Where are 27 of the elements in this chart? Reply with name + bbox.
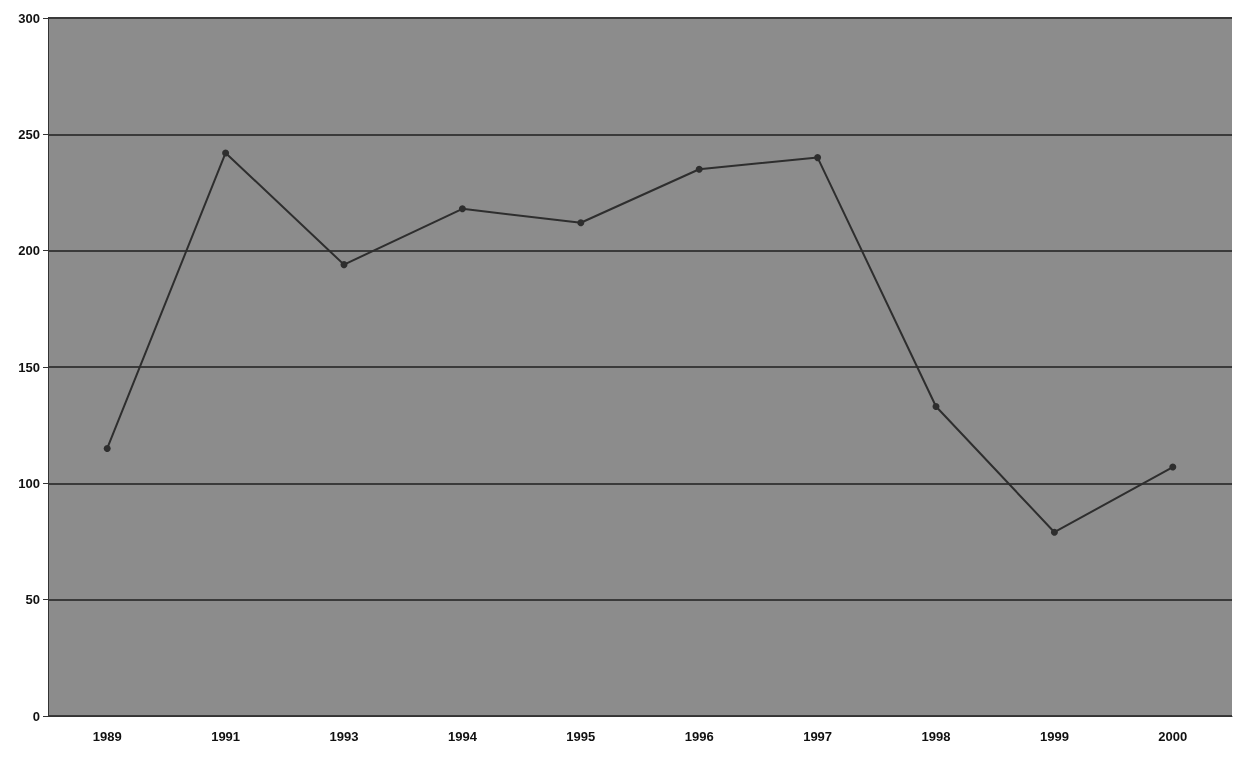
y-tick-label: 250 — [18, 126, 40, 142]
x-tick-label: 1999 — [1039, 729, 1069, 744]
x-tick-label: 1991 — [211, 729, 241, 744]
x-tick-label: 1993 — [329, 729, 359, 744]
point — [577, 219, 585, 227]
point — [695, 165, 703, 173]
x-tick-label: 1998 — [921, 729, 951, 744]
point — [1050, 528, 1058, 536]
point — [1169, 463, 1177, 471]
point — [458, 205, 466, 213]
y-tick-label: 200 — [18, 243, 40, 259]
x-tick-label: 1994 — [447, 729, 478, 744]
y-tick-label: 50 — [25, 592, 40, 608]
x-tick-label: 1989 — [92, 729, 122, 744]
x-tick-label: 1997 — [803, 729, 833, 744]
y-tick-label: 300 — [18, 10, 40, 26]
x-tick-label: 1995 — [566, 729, 596, 744]
point — [932, 403, 940, 411]
y-tick-label: 150 — [18, 359, 40, 375]
point — [222, 149, 230, 157]
point — [814, 154, 822, 162]
point — [340, 261, 348, 269]
y-tick-label: 100 — [18, 475, 40, 491]
x-tick-label: 1996 — [684, 729, 714, 744]
y-tick-label: 0 — [32, 708, 40, 724]
x-tick-label: 2000 — [1158, 729, 1188, 744]
point — [103, 444, 111, 452]
